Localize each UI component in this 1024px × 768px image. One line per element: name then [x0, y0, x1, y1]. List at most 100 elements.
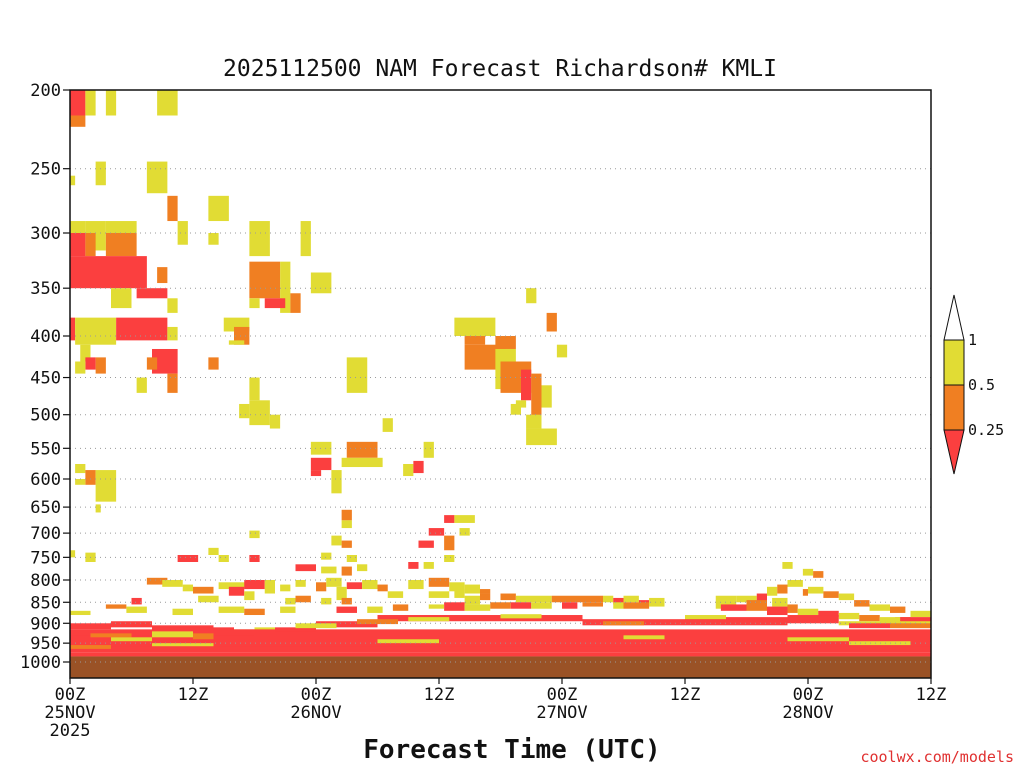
ri-cell — [444, 602, 465, 611]
ri-cell — [362, 580, 378, 590]
ri-cell — [480, 593, 491, 601]
ri-cell — [244, 608, 265, 616]
x-tick-label: 28NOV — [782, 703, 833, 723]
ri-cell — [797, 608, 819, 616]
credit-text: coolwx.com/models — [860, 748, 1014, 766]
ri-cell — [116, 317, 168, 341]
ri-cell — [249, 400, 270, 426]
x-tick-label: 2025 — [50, 721, 91, 741]
ri-cell — [126, 606, 147, 613]
ri-cell — [767, 586, 778, 596]
ri-cell — [890, 623, 931, 629]
y-tick-label: 850 — [30, 593, 61, 613]
x-tick-label: 00Z — [547, 685, 578, 705]
ri-cell — [285, 597, 296, 605]
ri-cell — [70, 646, 931, 653]
ri-cell — [341, 509, 352, 521]
ri-cell — [228, 586, 245, 596]
ri-cell — [480, 589, 491, 594]
ri-cell — [879, 617, 901, 624]
ri-cell — [208, 547, 219, 555]
ri-cell — [80, 344, 91, 362]
ri-cell — [408, 617, 450, 622]
ri-cell — [234, 326, 250, 345]
ri-cell — [218, 606, 245, 613]
ri-cell — [157, 267, 168, 284]
x-tick-label: 12Z — [178, 685, 209, 705]
ri-cell — [310, 470, 322, 477]
ri-cell — [95, 161, 106, 186]
ri-cell — [280, 584, 291, 592]
ground-layer — [70, 656, 931, 678]
ri-cell — [218, 554, 229, 562]
ri-cell — [392, 604, 409, 611]
ri-cell — [167, 373, 178, 393]
ri-cell — [269, 414, 281, 429]
ri-cell — [900, 617, 931, 624]
ri-cell — [70, 652, 931, 657]
x-tick-label: 26NOV — [290, 703, 341, 723]
ri-cell — [95, 470, 117, 502]
ri-cell — [136, 288, 168, 299]
ri-cell — [813, 571, 824, 578]
ri-cell — [367, 606, 383, 613]
ri-cell — [802, 568, 814, 576]
x-tick-label: 25NOV — [44, 703, 95, 723]
x-tick-label: 00Z — [55, 685, 86, 705]
ri-cell — [167, 298, 178, 313]
ri-cell — [316, 621, 378, 628]
ri-cell — [295, 595, 311, 603]
ri-cell — [515, 400, 527, 408]
ri-cell — [787, 637, 849, 642]
x-tick-label: 00Z — [301, 685, 332, 705]
ri-cell — [869, 604, 890, 611]
ri-cell — [526, 428, 542, 446]
ri-cell — [890, 606, 906, 613]
ri-cell — [310, 272, 332, 294]
ri-cell — [326, 577, 342, 587]
ri-cell — [546, 312, 557, 332]
ri-cell — [146, 577, 168, 585]
ri-cell — [613, 597, 624, 605]
ri-cell — [382, 418, 393, 432]
ri-cell — [90, 633, 132, 638]
ri-cell — [454, 515, 475, 523]
ri-cell — [859, 615, 880, 622]
ri-cell — [838, 593, 855, 601]
ri-cell — [136, 377, 147, 393]
ri-cell — [818, 610, 839, 618]
ri-cell — [444, 535, 455, 551]
ri-cell — [449, 582, 465, 592]
ri-cell — [720, 604, 747, 611]
ri-cell — [336, 606, 357, 613]
ri-cell — [208, 195, 229, 222]
ri-cell — [321, 597, 332, 605]
ri-cell — [603, 595, 614, 603]
ri-cell — [787, 580, 803, 587]
ri-cell — [541, 385, 552, 408]
ri-cell — [218, 582, 250, 590]
ri-cell — [823, 591, 839, 598]
y-tick-label: 750 — [30, 548, 61, 568]
ri-cell — [782, 561, 793, 569]
ri-cell — [70, 317, 76, 341]
ri-cell — [500, 593, 516, 601]
ri-cell — [331, 535, 342, 546]
ri-cell — [70, 90, 86, 116]
ri-cell — [70, 256, 147, 289]
ri-cell — [428, 604, 445, 609]
ri-cell — [541, 428, 557, 446]
ri-cell — [736, 595, 757, 603]
ri-cell — [551, 595, 603, 603]
ri-cell — [70, 623, 111, 630]
ri-cell — [464, 336, 486, 345]
chart-title: 2025112500 NAM Forecast Richardson# KMLI — [223, 56, 777, 82]
ri-cell — [249, 377, 260, 401]
ri-cell — [623, 635, 665, 640]
ri-cell — [346, 582, 363, 590]
ri-cell — [321, 566, 337, 574]
ri-cell — [193, 586, 214, 594]
y-tick-label: 1000 — [20, 653, 61, 673]
